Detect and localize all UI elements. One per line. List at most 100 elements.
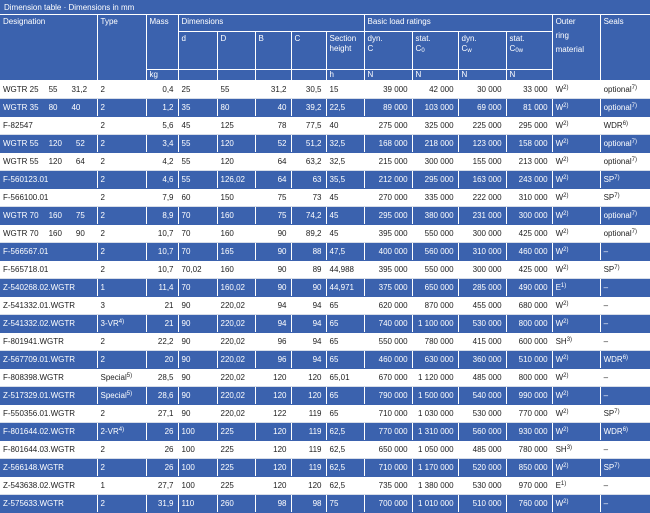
- cell-seals: –: [600, 332, 650, 351]
- cell-mass: 4,6: [146, 170, 179, 189]
- cell-type: 2: [97, 350, 147, 369]
- cell-stat-c0w: 490 000: [506, 278, 553, 297]
- header-unit-B: [255, 69, 292, 81]
- cell-mass: 22,2: [146, 332, 179, 351]
- cell-type: 2: [97, 224, 147, 243]
- cell-dyn-c: 740 000: [364, 314, 413, 333]
- cell-type: 2: [97, 458, 147, 477]
- cell-section-height: 45: [326, 206, 365, 225]
- table-row: F-801941.WGTR 2 22,2 90 220,02 96 94 65 550 000 7…: [0, 332, 650, 351]
- table-row: Z-517329.01.WGTR Special5) 28,6 90 220,02 120…: [0, 386, 650, 405]
- cell-outer-ring-material: W2): [552, 260, 601, 279]
- cell-seals: optional7): [600, 224, 650, 243]
- cell-stat-c0w: 425 000: [506, 224, 553, 243]
- cell-section-height: 62,5: [326, 440, 365, 459]
- cell-designation: F-801644.02.WGTR: [0, 422, 98, 441]
- cell-B: 120: [255, 476, 292, 495]
- table-row: WGTR 25 55 31,2 2 0,4 25 55 31,2 30,5 15 39 000 42 …: [0, 80, 650, 99]
- cell-section-height: 44,988: [326, 260, 365, 279]
- cell-outer-ring-material: W2): [552, 152, 601, 171]
- cell-D: 225: [217, 458, 256, 477]
- table-row: Z-540268.02.WGTR 1 11,4 70 160,02 90 90 44,971 3…: [0, 278, 650, 297]
- cell-C: 120: [291, 368, 327, 387]
- table-row: Z-566148.WGTR 2 26 100 225 120 119 62,5 710 000 1…: [0, 458, 650, 477]
- cell-C: 89: [291, 260, 327, 279]
- cell-mass: 21: [146, 314, 179, 333]
- cell-type: 2: [97, 242, 147, 261]
- cell-dyn-c: 215 000: [364, 152, 413, 171]
- cell-d: 70: [178, 206, 218, 225]
- header-d: d: [178, 31, 218, 70]
- cell-stat-c0: 1 310 000: [412, 422, 459, 441]
- cell-dyn-c: 89 000: [364, 98, 413, 117]
- cell-stat-c0: 380 000: [412, 206, 459, 225]
- cell-stat-c0w: 800 000: [506, 314, 553, 333]
- cell-D: 225: [217, 440, 256, 459]
- cell-d: 90: [178, 314, 218, 333]
- header-B: B: [255, 31, 292, 70]
- cell-designation: Z-567709.01.WGTR: [0, 350, 98, 369]
- cell-stat-c0: 1 380 000: [412, 476, 459, 495]
- cell-seals: SP7): [600, 260, 650, 279]
- cell-mass: 5,6: [146, 116, 179, 135]
- cell-dyn-cw: 560 000: [458, 422, 507, 441]
- cell-stat-c0: 218 000: [412, 134, 459, 153]
- header-outer-ring-material: Outer ring material: [552, 15, 601, 81]
- cell-mass: 27,1: [146, 404, 179, 423]
- cell-dyn-c: 710 000: [364, 404, 413, 423]
- cell-D: 220,02: [217, 404, 256, 423]
- header-designation: Designation: [0, 15, 98, 81]
- cell-D: 160,02: [217, 278, 256, 297]
- cell-designation: F-550356.01.WGTR: [0, 404, 98, 423]
- cell-type: 2: [97, 206, 147, 225]
- cell-d: 35: [178, 98, 218, 117]
- dimension-table: Designation Type Mass Dimensions Basic l…: [0, 15, 650, 513]
- cell-C: 73: [291, 188, 327, 207]
- cell-outer-ring-material: W2): [552, 170, 601, 189]
- table-row: Z-575633.WGTR 2 31,9 110 260 98 98 75 700 000 1 0…: [0, 494, 650, 513]
- cell-designation: Z-566148.WGTR: [0, 458, 98, 477]
- cell-type: 2: [97, 134, 147, 153]
- cell-outer-ring-material: W2): [552, 350, 601, 369]
- cell-C: 63: [291, 170, 327, 189]
- cell-B: 90: [255, 278, 292, 297]
- cell-seals: –: [600, 278, 650, 297]
- cell-dyn-c: 375 000: [364, 278, 413, 297]
- header-mass: Mass: [146, 15, 179, 70]
- table-row: F-801644.03.WGTR 2 26 100 225 120 119 62,5 650 0…: [0, 440, 650, 459]
- cell-section-height: 22,5: [326, 98, 365, 117]
- cell-designation: WGTR 25 55 31,2: [0, 80, 98, 99]
- cell-dyn-cw: 222 000: [458, 188, 507, 207]
- cell-stat-c0w: 460 000: [506, 242, 553, 261]
- cell-mass: 4,2: [146, 152, 179, 171]
- cell-B: 52: [255, 134, 292, 153]
- cell-D: 160: [217, 224, 256, 243]
- cell-type: 1: [97, 476, 147, 495]
- cell-dyn-c: 735 000: [364, 476, 413, 495]
- cell-mass: 26: [146, 458, 179, 477]
- header-mass-unit: kg: [146, 69, 179, 81]
- cell-section-height: 35,5: [326, 170, 365, 189]
- cell-designation: Z-543638.02.WGTR: [0, 476, 98, 495]
- cell-seals: SP7): [600, 188, 650, 207]
- cell-outer-ring-material: W2): [552, 386, 601, 405]
- table-row: F-565718.01 2 10,7 70,02 160 90 89 44,988 395 00…: [0, 260, 650, 279]
- cell-designation: Z-541332.01.WGTR: [0, 296, 98, 315]
- table-row: Z-543638.02.WGTR 1 27,7 100 225 120 120 62,5 735…: [0, 476, 650, 495]
- cell-seals: WDR6): [600, 422, 650, 441]
- table-row: F-550356.01.WGTR 2 27,1 90 220,02 122 119 65 710…: [0, 404, 650, 423]
- cell-dyn-cw: 530 000: [458, 314, 507, 333]
- header-stat-c0w: stat. C0w: [506, 31, 553, 70]
- header-unit-n1: N: [364, 69, 413, 81]
- cell-dyn-cw: 300 000: [458, 224, 507, 243]
- cell-stat-c0w: 510 000: [506, 350, 553, 369]
- cell-section-height: 65: [326, 404, 365, 423]
- cell-seals: SP7): [600, 170, 650, 189]
- header-dyn-c: dyn. C: [364, 31, 413, 70]
- cell-outer-ring-material: W2): [552, 242, 601, 261]
- cell-dyn-c: 790 000: [364, 386, 413, 405]
- header-unit-n2: N: [412, 69, 459, 81]
- cell-stat-c0: 870 000: [412, 296, 459, 315]
- cell-C: 119: [291, 404, 327, 423]
- table-row: Z-541332.01.WGTR 3 21 90 220,02 94 94 65 620 000…: [0, 296, 650, 315]
